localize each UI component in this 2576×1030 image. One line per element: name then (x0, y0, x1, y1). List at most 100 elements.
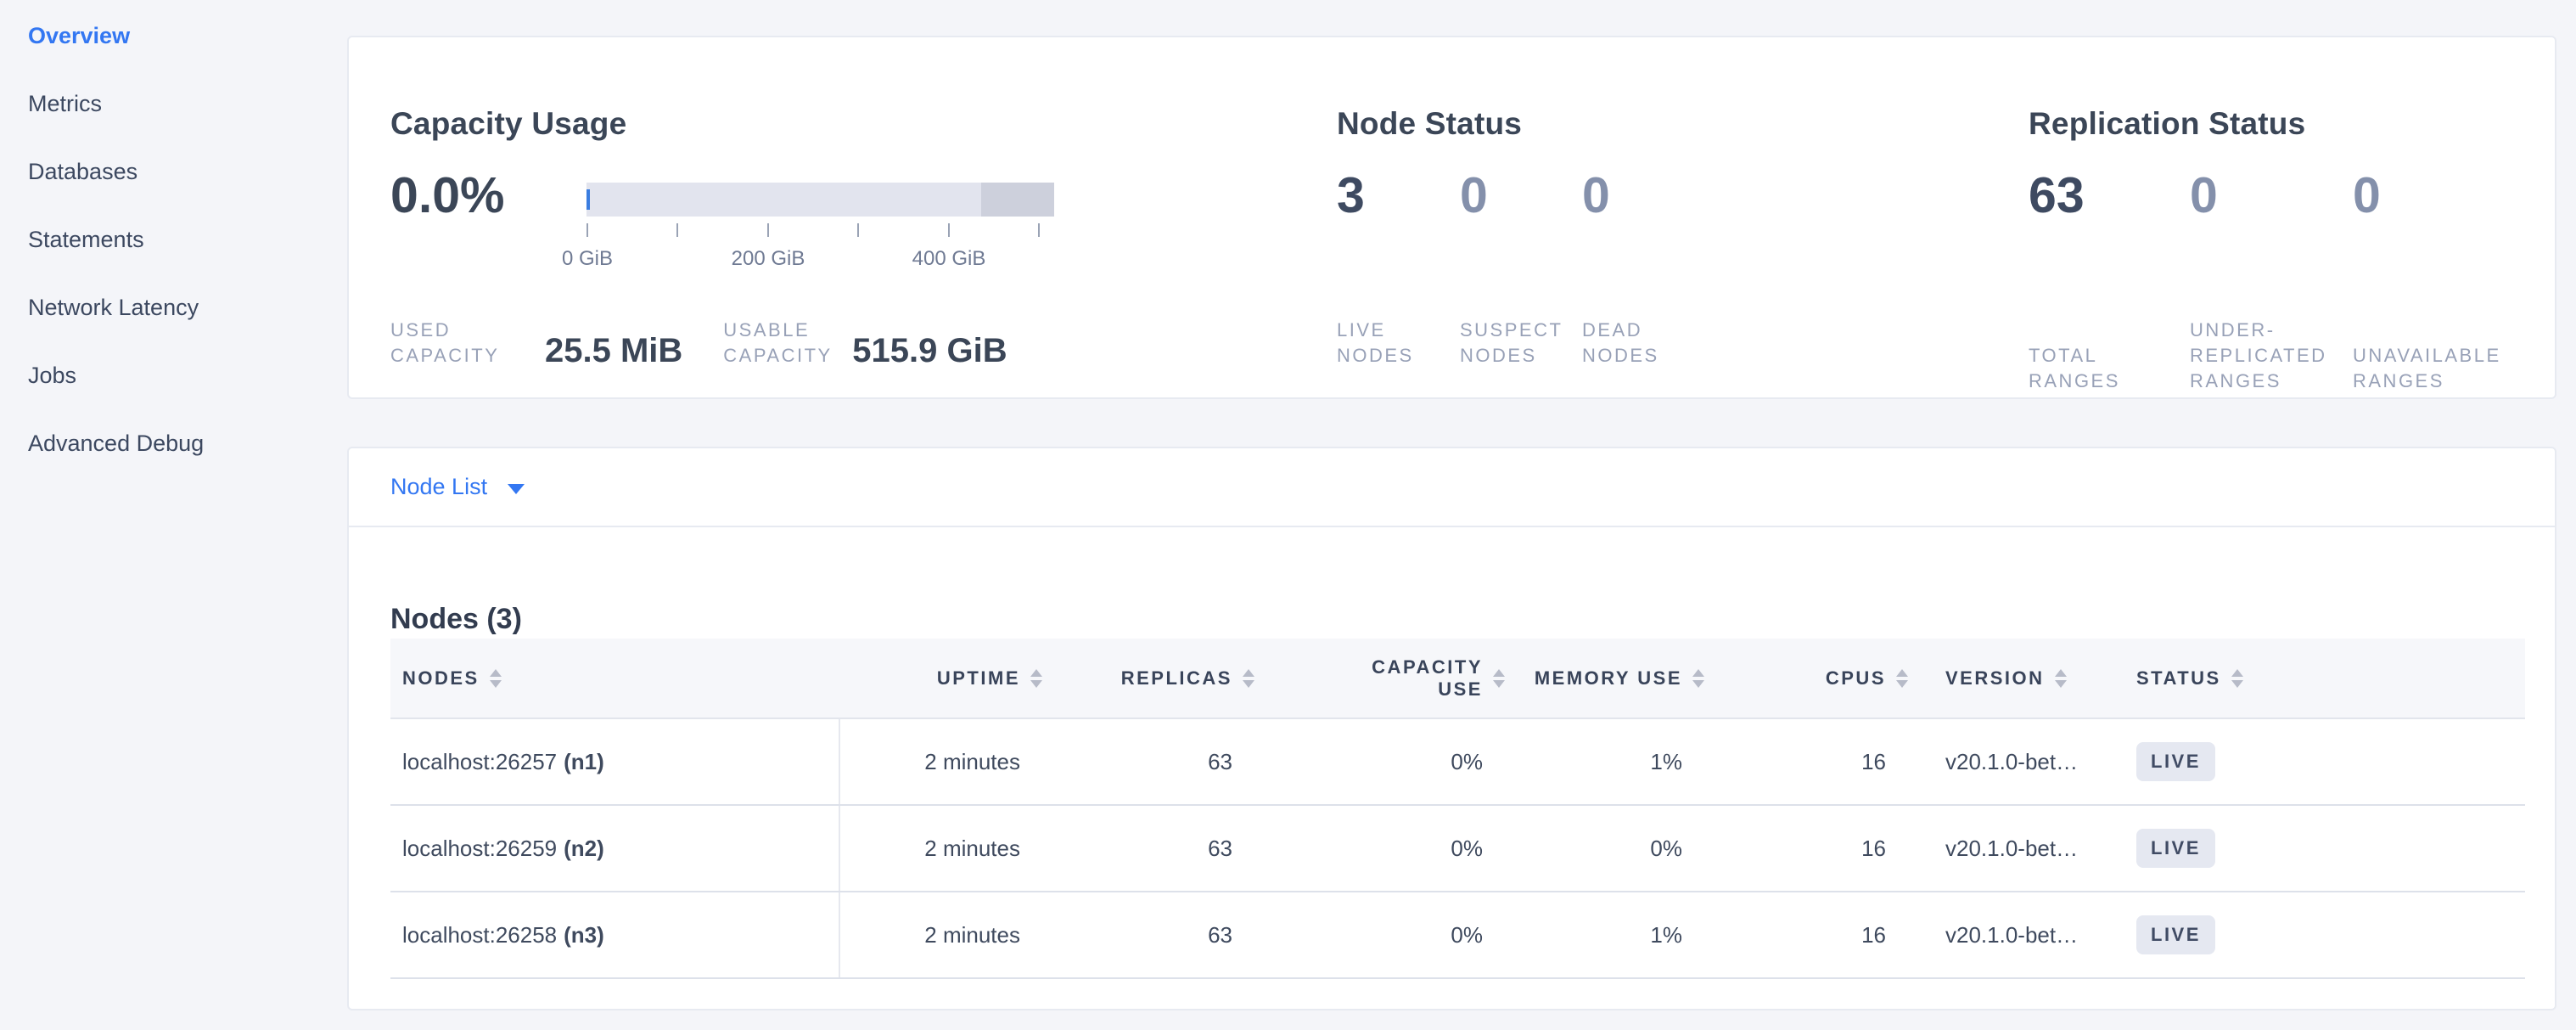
capacity-axis: 0 GiB 200 GiB 400 GiB (562, 217, 1040, 276)
sidebar-item-network-latency[interactable]: Network Latency (28, 294, 199, 320)
unavailable-ranges-label: UNAVAILABLE RANGES (2353, 345, 2501, 391)
status-badge: LIVE (2136, 742, 2215, 781)
memory-use-cell: 1% (1650, 921, 1682, 948)
axis-tick (857, 223, 859, 237)
sort-icon (1896, 668, 1908, 688)
capacity-usage-title: Capacity Usage (390, 105, 627, 141)
replication-labels: TOTAL RANGES UNDER- REPLICATED RANGES UN… (2029, 318, 2565, 394)
header-status[interactable]: STATUS (2124, 667, 2525, 689)
sort-icon (2054, 668, 2067, 688)
total-ranges-value: 63 (2029, 167, 2085, 223)
header-memory-use[interactable]: MEMORY USE (1508, 667, 1708, 689)
node-status-section: Node Status 3 0 0 LIVE NODES SUSPECT NOD… (1337, 37, 1931, 397)
version-cell: v20.1.0-bet… (1945, 835, 2079, 861)
cpus-cell: 16 (1861, 835, 1886, 861)
sidebar-item-databases[interactable]: Databases (28, 158, 138, 184)
status-cell: LIVE (2124, 892, 2525, 977)
capacity-use-cell: 0% (1451, 748, 1483, 774)
unavailable-ranges-value: 0 (2353, 167, 2381, 223)
node-status-labels: LIVE NODES SUSPECT NODES DEAD NODES (1337, 318, 1769, 369)
capacity-bar-used-marker (586, 189, 590, 210)
status-badge: LIVE (2136, 915, 2215, 954)
node-list-dropdown-label: Node List (390, 474, 488, 499)
header-uptime[interactable]: UPTIME (839, 667, 1046, 689)
chevron-down-icon (508, 483, 525, 494)
capacity-bar-other-segment (981, 183, 1054, 217)
sort-icon (1243, 668, 1254, 688)
uptime-cell: 2 minutes (839, 806, 1046, 891)
node-address-cell[interactable]: localhost:26257 (n1) (402, 748, 604, 774)
capacity-use-cell: 0% (1451, 921, 1483, 948)
table-row[interactable]: localhost:26259 (n2) 2 minutes 63 0% 0% 1… (390, 806, 2525, 892)
node-status-values: 3 0 0 (1337, 166, 1769, 224)
suspect-nodes-label: SUSPECT NODES (1460, 319, 1563, 366)
node-address-cell[interactable]: localhost:26259 (n2) (402, 835, 604, 861)
uptime-cell: 2 minutes (839, 719, 1046, 804)
header-replicas[interactable]: REPLICAS (1046, 667, 1258, 689)
under-replicated-ranges-label: UNDER- REPLICATED RANGES (2190, 319, 2327, 391)
usable-capacity-label: USABLE CAPACITY (723, 319, 833, 366)
sidebar-item-statements[interactable]: Statements (28, 226, 144, 252)
status-cell: LIVE (2124, 719, 2525, 804)
header-nodes[interactable]: NODES (390, 667, 839, 689)
capacity-use-cell: 0% (1451, 835, 1483, 861)
node-list-dropdown[interactable]: Node List (349, 448, 2555, 527)
axis-tick (767, 223, 769, 237)
capacity-percent-value: 0.0% (390, 167, 505, 223)
table-row[interactable]: localhost:26258 (n3) 2 minutes 63 0% 1% 1… (390, 892, 2525, 979)
sort-icon (1030, 668, 1042, 688)
cpus-cell: 16 (1861, 748, 1886, 774)
status-cell: LIVE (2124, 806, 2525, 891)
node-list-card: Node List Nodes (3) NODES UPTIME REPLICA… (347, 447, 2556, 1010)
capacity-stats: USED CAPACITY 25.5 MiB USABLE CAPACITY 5… (390, 318, 1007, 369)
live-nodes-value: 3 (1337, 167, 1365, 223)
status-badge: LIVE (2136, 829, 2215, 868)
uptime-cell: 2 minutes (839, 892, 1046, 977)
replicas-cell: 63 (1208, 921, 1232, 948)
sidebar-nav: Overview Metrics Databases Statements Ne… (0, 2, 347, 477)
capacity-bar-track (586, 183, 1054, 217)
sidebar-item-overview[interactable]: Overview (28, 22, 131, 48)
sidebar-item-advanced-debug[interactable]: Advanced Debug (28, 430, 205, 456)
axis-tick (586, 223, 588, 237)
capacity-usage-section: Capacity Usage 0.0% 0 GiB 200 GiB 400 Gi… (390, 37, 1333, 397)
replicas-cell: 63 (1208, 748, 1232, 774)
sidebar-item-jobs[interactable]: Jobs (28, 362, 77, 388)
nodes-count-heading: Nodes (3) (390, 603, 522, 635)
sort-icon (2231, 668, 2243, 688)
replicas-cell: 63 (1208, 835, 1232, 861)
axis-tick (948, 223, 950, 237)
node-address-cell[interactable]: localhost:26258 (n3) (402, 921, 604, 948)
axis-tick-label: 400 GiB (912, 247, 986, 270)
suspect-nodes-value: 0 (1460, 167, 1488, 223)
header-cpus[interactable]: CPUS (1708, 667, 1911, 689)
axis-tick (1038, 223, 1040, 237)
sidebar-item-metrics[interactable]: Metrics (28, 90, 102, 116)
sort-icon (489, 668, 502, 688)
used-capacity-label: USED CAPACITY (390, 319, 500, 366)
replication-status-section: Replication Status 63 0 0 TOTAL RANGES U… (2029, 37, 2572, 397)
replication-status-title: Replication Status (2029, 105, 2306, 141)
cpus-cell: 16 (1861, 921, 1886, 948)
version-cell: v20.1.0-bet… (1945, 921, 2079, 948)
sort-icon (1692, 668, 1704, 688)
under-replicated-ranges-value: 0 (2190, 167, 2218, 223)
live-nodes-label: LIVE NODES (1337, 319, 1414, 366)
total-ranges-label: TOTAL RANGES (2029, 345, 2120, 391)
cluster-summary-card: Capacity Usage 0.0% 0 GiB 200 GiB 400 Gi… (347, 36, 2556, 399)
version-cell: v20.1.0-bet… (1945, 748, 2079, 774)
axis-tick-label: 0 GiB (561, 247, 614, 270)
table-row[interactable]: localhost:26257 (n1) 2 minutes 63 0% 1% 1… (390, 719, 2525, 806)
capacity-usage-chart: 0 GiB 200 GiB 400 GiB (562, 183, 1054, 276)
sort-icon (1493, 668, 1505, 688)
memory-use-cell: 0% (1650, 835, 1682, 861)
axis-tick-label: 200 GiB (731, 247, 805, 270)
replication-values: 63 0 0 (2029, 166, 2565, 224)
header-version[interactable]: VERSION (1911, 667, 2124, 689)
used-capacity-value: 25.5 MiB (545, 332, 683, 369)
node-status-title: Node Status (1337, 105, 1523, 141)
usable-capacity-value: 515.9 GiB (852, 332, 1007, 369)
dead-nodes-label: DEAD NODES (1582, 319, 1659, 366)
header-capacity-use[interactable]: CAPACITY USE (1258, 656, 1508, 701)
